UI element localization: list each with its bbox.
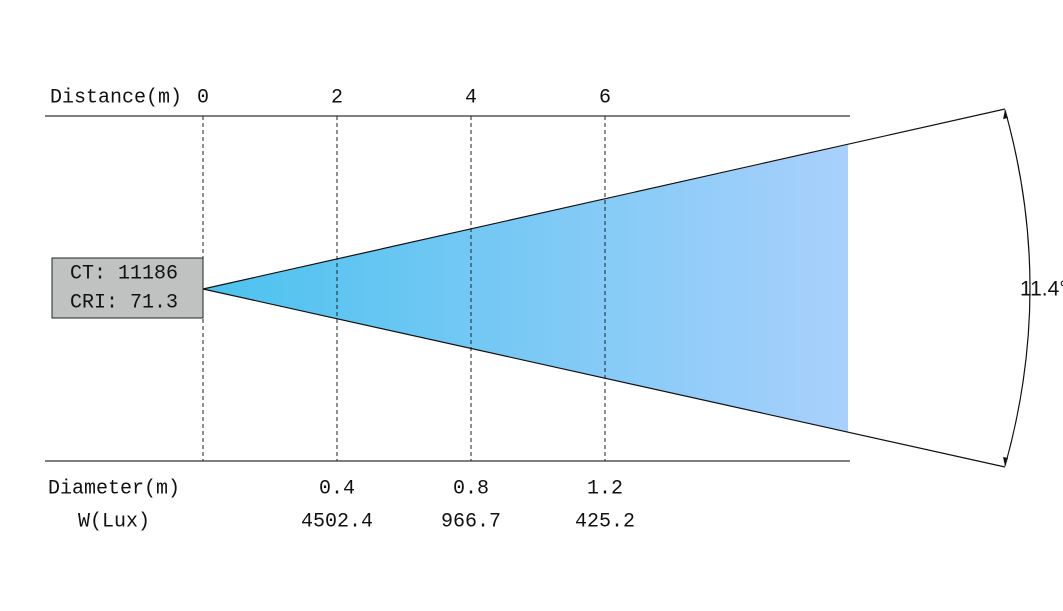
distance-mark: 6	[599, 86, 611, 109]
arrow	[1003, 457, 1008, 466]
distance-mark: 2	[331, 86, 343, 109]
distance-guides	[202, 116, 606, 461]
distance-mark: 4	[465, 86, 477, 109]
diameter-value: 1.2	[587, 477, 623, 500]
source-box	[51, 257, 204, 319]
arrow	[1003, 110, 1008, 119]
diameter-value: 0.4	[319, 477, 355, 500]
lux-value: 966.7	[441, 510, 501, 533]
cri: CRI: 71.3	[70, 291, 178, 314]
lux-value: 425.2	[575, 510, 635, 533]
angle-arc	[1004, 109, 1031, 467]
beam-angle: 11.4°	[1020, 278, 1063, 301]
distance-label: Distance(m)	[50, 86, 182, 109]
beam-edge-bottom	[202, 288, 1006, 468]
diameter-value: 0.8	[453, 477, 489, 500]
lux-value: 4502.4	[301, 510, 373, 533]
distance-mark: 0	[197, 86, 209, 109]
beam-edge-top	[202, 108, 1006, 290]
lux-label: W(Lux)	[78, 510, 150, 533]
ct: CT: 11186	[70, 262, 178, 285]
beam-cone	[203, 145, 848, 432]
diameter-label: Diameter(m)	[48, 477, 180, 500]
